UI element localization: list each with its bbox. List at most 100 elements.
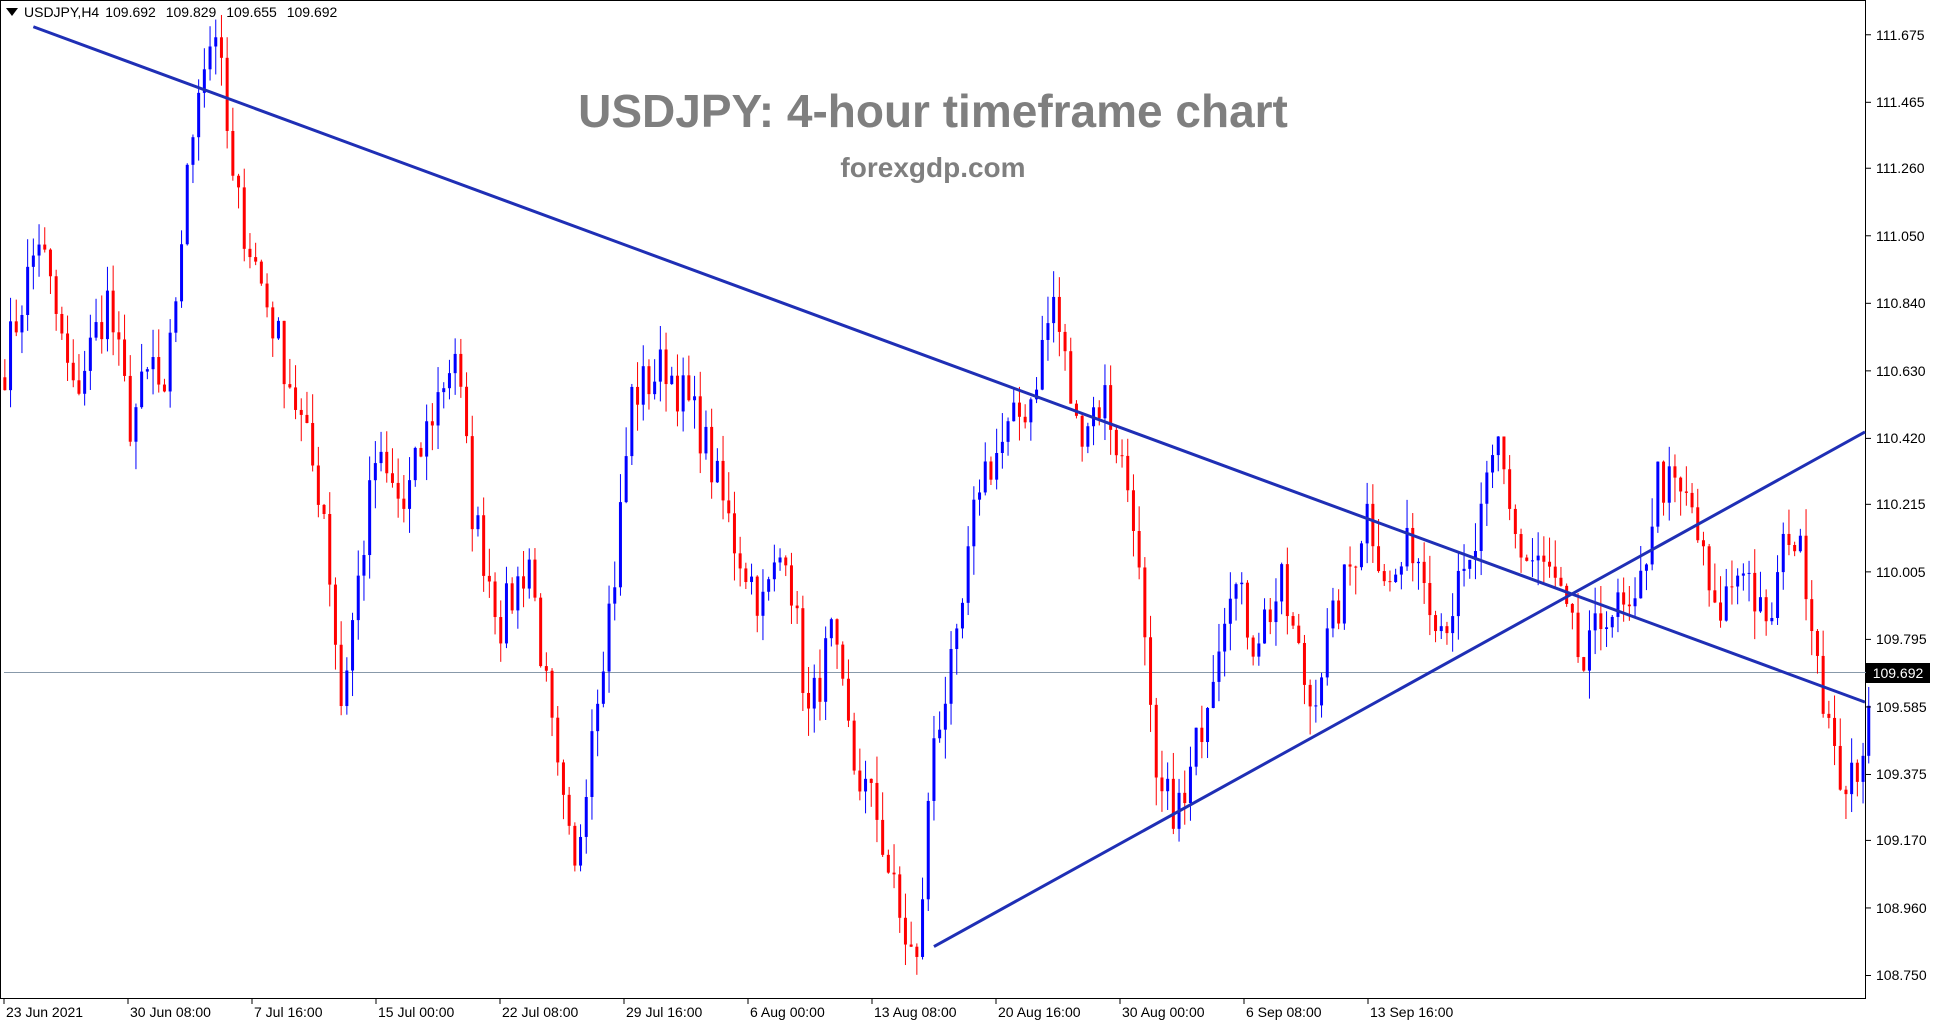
symbol-header[interactable]: USDJPY,H4 109.692 109.829 109.655 109.69… <box>6 4 343 20</box>
candle <box>1046 296 1050 361</box>
candle-body <box>1109 385 1113 430</box>
candle-body <box>1730 586 1734 588</box>
trendline-descending-resistance[interactable] <box>32 25 1866 704</box>
candle-body <box>1154 704 1158 778</box>
candle-body <box>1274 601 1278 623</box>
candle-body <box>1776 572 1780 618</box>
candle <box>14 299 18 337</box>
candle <box>373 441 377 509</box>
candle-body <box>1234 584 1238 599</box>
candle <box>710 408 714 499</box>
candle <box>1086 422 1090 454</box>
x-tick-label: 6 Aug 00:00 <box>750 1004 825 1020</box>
candle-body <box>978 492 982 500</box>
candle <box>1399 561 1403 590</box>
candle <box>841 641 845 686</box>
candle <box>1114 424 1118 464</box>
candle-body <box>1861 755 1865 782</box>
candle <box>465 372 469 444</box>
candle <box>1143 557 1147 666</box>
candle <box>265 273 269 318</box>
candle <box>1092 396 1096 446</box>
dropdown-triangle-icon[interactable] <box>6 8 18 16</box>
candle <box>1126 438 1130 503</box>
candle <box>727 472 731 523</box>
candle-body <box>248 248 252 258</box>
candle <box>430 403 434 451</box>
candle <box>1211 655 1215 709</box>
candle-body <box>744 568 748 583</box>
candle <box>174 297 178 343</box>
candle <box>1673 454 1677 503</box>
candle-body <box>784 557 788 566</box>
candle-body <box>807 692 811 709</box>
candle <box>789 552 793 624</box>
candle-body <box>675 375 679 412</box>
candle <box>1428 555 1432 636</box>
candle <box>864 760 868 814</box>
candle-body <box>1770 617 1774 622</box>
candle <box>921 877 925 960</box>
candle-body <box>26 266 30 315</box>
y-tick-label: 111.675 <box>1876 26 1925 43</box>
candle <box>630 383 634 466</box>
candle <box>1730 560 1734 605</box>
candle <box>1274 578 1278 646</box>
candle-body <box>1576 612 1580 658</box>
candle <box>1411 513 1415 582</box>
candle-body <box>898 874 902 918</box>
candle-body <box>613 587 617 604</box>
close-quote: 109.692 <box>286 4 338 20</box>
candle <box>351 612 355 697</box>
candle <box>442 382 446 409</box>
candle <box>1542 536 1546 584</box>
candle <box>1690 483 1694 514</box>
candle <box>71 339 75 388</box>
candle <box>77 354 81 396</box>
candle-body <box>442 388 446 393</box>
candle-body <box>590 731 594 797</box>
candle <box>732 491 736 581</box>
candle-body <box>1257 643 1261 657</box>
candle <box>647 359 651 410</box>
candle <box>1023 404 1027 429</box>
candle <box>693 375 697 429</box>
candle-body <box>271 307 275 339</box>
candle-body <box>824 638 828 702</box>
candle <box>1354 565 1358 595</box>
candle <box>556 706 560 776</box>
candle-body <box>778 557 782 563</box>
candle <box>584 779 588 854</box>
candle-body <box>1114 429 1118 456</box>
candle <box>573 822 577 872</box>
candle <box>208 26 212 81</box>
candle-body <box>1405 527 1409 567</box>
candle-body <box>1194 727 1198 767</box>
candle <box>1473 523 1477 580</box>
candle <box>1696 488 1700 543</box>
candle <box>658 325 662 402</box>
candle <box>385 431 389 483</box>
candle-body <box>1046 323 1050 340</box>
candle <box>949 631 953 725</box>
candle-body <box>1245 582 1249 638</box>
candle-body <box>20 314 24 333</box>
trendline-ascending-support[interactable] <box>933 430 1866 948</box>
candle <box>1359 540 1363 571</box>
candle <box>858 748 862 801</box>
candle-body <box>1667 466 1671 503</box>
candle <box>168 319 172 408</box>
candle <box>1491 444 1495 489</box>
candle <box>419 442 423 458</box>
candle-body <box>1228 598 1232 624</box>
candle-body <box>687 375 691 401</box>
candle-body <box>88 337 92 371</box>
candle-body <box>510 583 514 611</box>
candle-body <box>242 187 246 249</box>
candle-body <box>1827 713 1831 718</box>
candle-body <box>254 257 258 262</box>
candle <box>579 824 583 872</box>
candle <box>1194 727 1198 776</box>
candle <box>31 238 35 290</box>
